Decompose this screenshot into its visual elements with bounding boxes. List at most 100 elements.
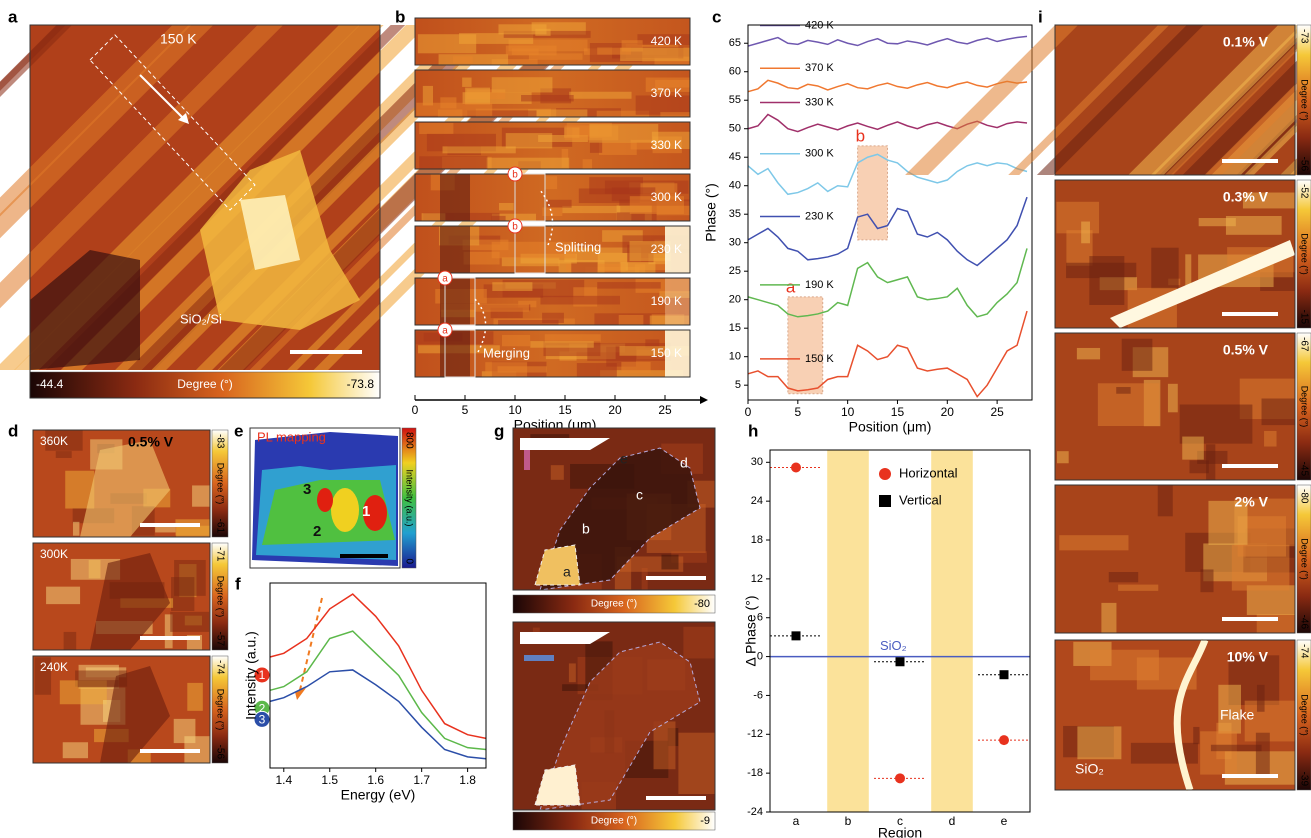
axis-arrow [700,396,708,404]
data-point [792,631,801,640]
colorbar-min: -56 [214,745,225,760]
afm-feature [486,158,569,169]
region-label: 1 [362,503,370,520]
afm-feature [1059,535,1128,550]
colorbar-title: Degree (°) [1300,233,1310,275]
legend-label: 190 K [805,279,834,291]
afm-feature [187,683,203,711]
y-tick-label: 25 [729,265,741,277]
arrow-down [524,450,530,470]
x-tick-label: 25 [990,405,1004,419]
y-tick-label: 65 [729,37,741,49]
afm-feature [492,282,532,291]
region-label: e [620,451,628,467]
afm-feature [1211,745,1262,751]
x-tick-label: 1.6 [367,773,384,787]
y-tick-label: -12 [747,728,763,740]
colorbar-max: -74 [1298,644,1309,659]
legend-label: Vertical [899,492,942,507]
strain-label: 0.1% V [1223,34,1269,50]
x-tick-label: 15 [891,405,905,419]
afm-feature [1168,384,1178,412]
colorbar-min: -15 [1298,310,1309,325]
afm-feature [589,124,658,143]
afm-feature [465,88,490,105]
afm-feature [512,48,539,55]
legend-label: 330 K [805,96,834,108]
y-tick-label: 45 [729,151,741,163]
panel-label: a [8,7,18,26]
afm-feature [174,560,206,596]
x-axis-label: Position (μm) [849,419,932,435]
arrow-right [524,655,554,661]
dark-region [440,174,470,221]
x-axis-label: Energy (eV) [341,787,416,803]
note: SiO₂ [1075,761,1104,777]
afm-feature [1151,248,1178,289]
x-tick-label: 10 [841,405,855,419]
colorbar-title: Degree (°) [1300,538,1310,580]
annotation-label: a [786,277,796,296]
y-tick-label: 24 [751,495,763,507]
afm-feature [1077,726,1121,759]
region-label: 3 [303,481,311,498]
temperature-label: 300K [40,547,68,561]
colorbar-min: -57 [214,632,225,647]
afm-feature [530,341,593,348]
colorbar-min: 0 [403,558,414,564]
panel-label: g [494,421,504,440]
data-point [1000,670,1009,679]
afm-feature [621,362,650,373]
afm-feature [498,320,558,325]
colorbar-title: Degree (°) [591,599,637,610]
afm-feature [540,296,619,305]
afm-feature [1226,216,1282,235]
afm-feature [419,123,453,134]
strip-label: 370 K [651,86,682,100]
afm-feature [73,522,79,536]
note: Flake [1220,707,1254,723]
region-label: b [582,521,590,537]
strain-label: 0.3% V [1223,189,1269,205]
y-axis-label: Δ Phase (°) [743,596,759,667]
legend-label: 300 K [805,148,834,160]
data-point [895,773,905,783]
afm-feature [1118,585,1158,591]
pl-hotspot [317,488,333,512]
y-tick-label: 35 [729,208,741,220]
temperature-label: 240K [40,660,68,674]
colorbar-min: -61 [214,519,225,534]
afm-feature [905,25,1078,175]
afm-feature [1190,460,1209,473]
colorbar-max: -83 [214,434,225,449]
afm-feature [571,262,597,272]
panel-label: d [8,421,18,440]
marker-text: a [442,326,448,337]
map-title: PL mapping [257,429,326,444]
afm-feature [569,663,576,682]
x-tick-label: b [845,814,852,828]
afm-feature [63,742,88,758]
dark-region [440,226,470,273]
x-tick-label: 0 [412,403,419,417]
colorbar-min: -56 [1298,157,1309,172]
region-label: d [680,455,688,471]
legend-label: 1 [259,668,266,682]
afm-feature [678,733,715,794]
afm-feature [1200,731,1237,774]
afm-feature [1057,451,1069,463]
afm-feature [64,632,77,650]
marker-text: a [442,274,448,285]
trend-arrow [300,598,322,690]
region-label: 2 [313,523,321,540]
substrate-label: SiO₂/Si [180,311,222,326]
y-axis-label: Phase (°) [703,183,719,242]
panel-label: e [234,421,243,440]
panel-label: f [235,574,241,593]
data-line [270,594,486,738]
y-tick-label: 55 [729,94,741,106]
note: Splitting [555,239,601,254]
colorbar-title: Degree (°) [1300,79,1310,121]
strip-label: 420 K [651,34,682,48]
afm-feature [1182,437,1204,460]
